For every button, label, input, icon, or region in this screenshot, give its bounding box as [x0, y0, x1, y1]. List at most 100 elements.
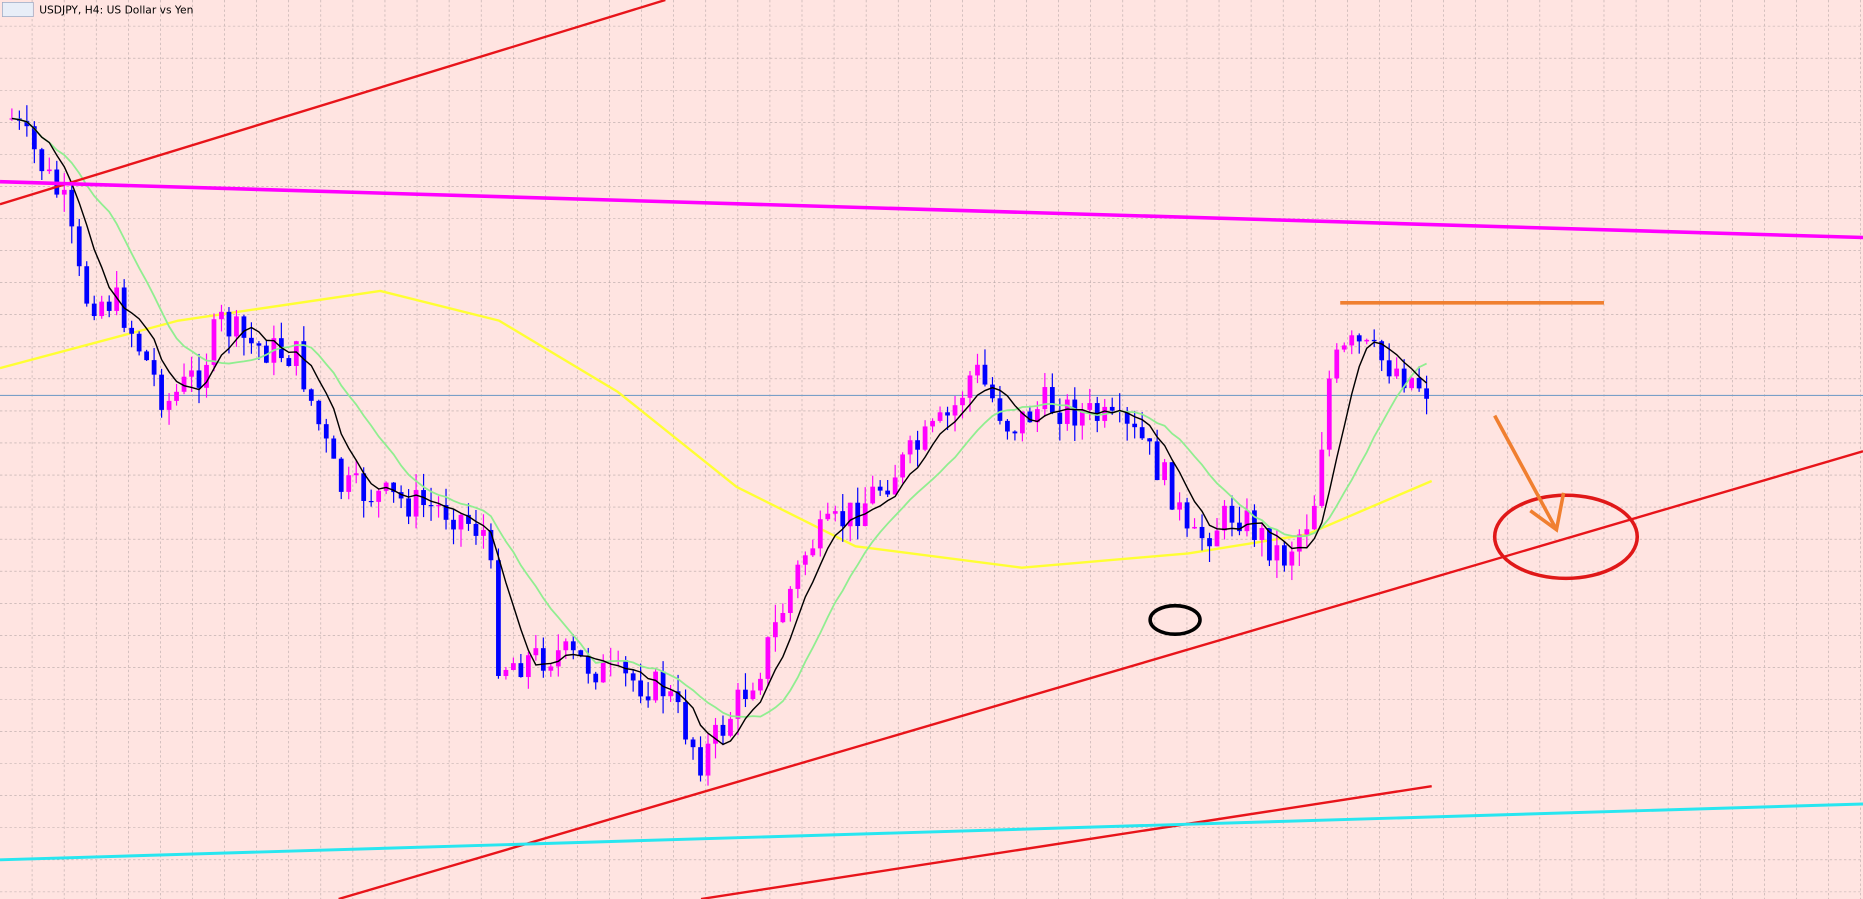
trend-line [700, 785, 1432, 899]
candle-body [1349, 335, 1355, 346]
candle-body [750, 690, 756, 700]
candle-body [855, 502, 861, 527]
candle-body [937, 412, 943, 421]
candle-body [46, 169, 52, 172]
candle-body [773, 622, 778, 638]
candle-body [810, 548, 816, 556]
candle-body [1079, 409, 1085, 426]
candle-body [24, 120, 30, 127]
candle-body [84, 266, 90, 304]
candle-body [189, 370, 194, 377]
candle-body [975, 364, 980, 376]
candle-body [728, 718, 733, 736]
candle-body [293, 341, 299, 367]
candle-body [1139, 427, 1145, 439]
candle-body [630, 673, 636, 681]
candle-body [548, 666, 554, 671]
candle-body [458, 514, 464, 530]
candle-body [623, 660, 629, 674]
channel-line [0, 802, 1863, 862]
candle-body [578, 650, 584, 657]
candle-body [443, 505, 449, 520]
candle-body [151, 360, 157, 375]
candle-body [1304, 529, 1310, 535]
candle-body [1042, 387, 1048, 410]
candle-body [1341, 345, 1347, 350]
candle-body [1334, 349, 1340, 379]
candle-body [1364, 339, 1370, 342]
candle-body [511, 663, 516, 670]
candle-body [1199, 526, 1205, 539]
candle-body [1267, 527, 1272, 561]
candle-body [338, 458, 344, 492]
candle-body [1326, 378, 1332, 450]
candle-body [570, 641, 576, 651]
candle-body [106, 301, 112, 311]
candle-body [211, 319, 217, 365]
candle-body [1094, 403, 1100, 421]
candle-body [136, 333, 142, 352]
candle-body [1132, 423, 1138, 428]
candle-body [952, 405, 958, 416]
candle-body [945, 412, 950, 416]
candle-body [234, 316, 239, 337]
candle-body [91, 303, 97, 317]
ma-green [11, 117, 1427, 718]
candle-body [555, 650, 561, 667]
candle-body [413, 490, 419, 517]
candle-body [743, 689, 748, 700]
candle-body [1319, 449, 1325, 506]
candle-body [226, 311, 232, 337]
candle-body [1192, 526, 1197, 529]
candle-body [99, 301, 105, 317]
candle-body [428, 505, 434, 507]
candle-body [660, 671, 666, 697]
candle-body [1289, 551, 1295, 566]
candle-body [1072, 399, 1078, 426]
candle-body [563, 641, 569, 651]
candle-body [683, 702, 688, 740]
candle-body [1034, 409, 1040, 423]
candle-body [331, 438, 337, 459]
candle-body [1386, 360, 1392, 377]
candle-body [1057, 412, 1063, 424]
candle-body [698, 747, 703, 776]
candle-body [1244, 510, 1250, 532]
candle-body [391, 482, 397, 493]
candle-body [1184, 502, 1190, 529]
candle-body [787, 588, 793, 614]
candle-body [76, 226, 82, 267]
candle-body [503, 669, 509, 676]
candle-body [645, 696, 651, 701]
candle-body [1401, 368, 1407, 389]
ma-yellow [0, 289, 1433, 569]
candle-body [31, 126, 37, 150]
candle-body [301, 341, 307, 390]
candle-body [1020, 411, 1025, 434]
candle-body [451, 519, 456, 530]
candle-body [1169, 462, 1175, 510]
candle-body [1274, 545, 1280, 561]
candle-body [817, 519, 823, 549]
candle-body [159, 374, 164, 410]
candle-body [39, 149, 45, 172]
candle-body [204, 364, 209, 388]
candle-body [61, 189, 67, 195]
candle-body [735, 689, 741, 719]
candle-body [585, 656, 591, 674]
candle-body [353, 473, 359, 476]
candle-body [368, 500, 374, 503]
candle-body [713, 724, 718, 744]
candle-body [1177, 502, 1182, 510]
trend-line [0, 0, 666, 206]
candle-body [1237, 522, 1242, 532]
candle-body [308, 389, 314, 401]
candle-body [316, 400, 322, 425]
candle-body [1154, 441, 1160, 481]
candle-body [69, 189, 75, 227]
candle-body [361, 473, 367, 501]
candle-body [256, 343, 262, 346]
